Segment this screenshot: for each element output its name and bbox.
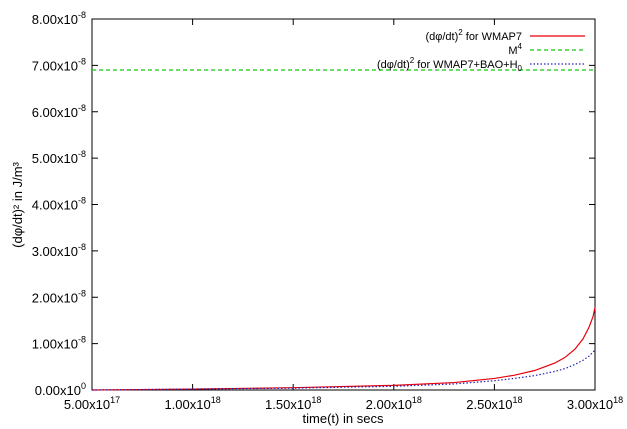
x-tick-label: 1.50x1018 bbox=[265, 395, 321, 412]
x-tick-label: 3.00x1018 bbox=[567, 395, 623, 412]
y-tick-label: 8.00x10-8 bbox=[32, 10, 86, 27]
x-axis: 5.00x1017 1.00x1018 1.50x1018 2.00x1018 2.50… bbox=[64, 19, 623, 412]
legend-label-3: (dφ/dt)2 for WMAP7+BAO+H0 bbox=[377, 56, 523, 73]
series-layer bbox=[91, 69, 596, 391]
x-tick-label: 1.00x1018 bbox=[164, 395, 220, 412]
y-axis-title: (dφ/dt)² in J/m³ bbox=[10, 161, 25, 247]
y-tick-label: 7.00x10-8 bbox=[32, 56, 86, 73]
x-tick-label: 2.00x1018 bbox=[366, 395, 422, 412]
x-axis-title: time(t) in secs bbox=[303, 411, 384, 426]
y-tick-label: 3.00x10-8 bbox=[32, 242, 86, 259]
x-tick-label: 2.50x1018 bbox=[466, 395, 522, 412]
y-axis: 0.00x100 1.00x10-8 2.00x10-8 3.00x10-8 4.00x… bbox=[32, 10, 595, 398]
y-tick-label: 4.00x10-8 bbox=[32, 196, 86, 213]
series-line-1 bbox=[91, 307, 596, 391]
series-line-3 bbox=[91, 349, 596, 391]
y-tick-label: 6.00x10-8 bbox=[32, 103, 86, 120]
y-tick-label: 2.00x10-8 bbox=[32, 288, 86, 305]
y-tick-label: 1.00x10-8 bbox=[32, 335, 86, 352]
legend-label-2: M4 bbox=[508, 42, 522, 57]
y-tick-label: 5.00x10-8 bbox=[32, 149, 86, 166]
x-tick-label: 5.00x1017 bbox=[64, 395, 120, 412]
plot-frame bbox=[91, 18, 596, 391]
legend-label-1: (dφ/dt)2 for WMAP7 bbox=[425, 28, 522, 43]
y-tick-label: 0.00x100 bbox=[35, 381, 86, 398]
